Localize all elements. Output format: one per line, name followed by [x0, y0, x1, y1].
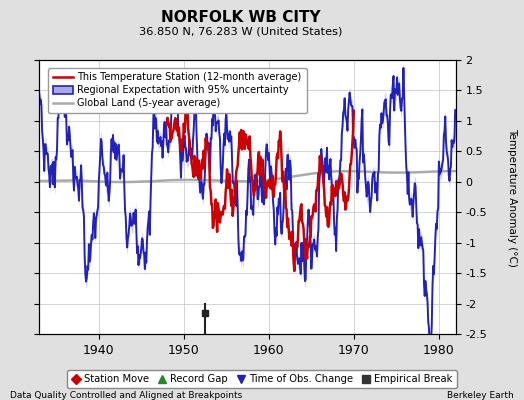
Text: Data Quality Controlled and Aligned at Breakpoints: Data Quality Controlled and Aligned at B… — [10, 390, 243, 400]
Y-axis label: Temperature Anomaly (°C): Temperature Anomaly (°C) — [507, 128, 517, 266]
Text: Berkeley Earth: Berkeley Earth — [447, 390, 514, 400]
Text: 36.850 N, 76.283 W (United States): 36.850 N, 76.283 W (United States) — [139, 26, 343, 36]
Text: NORFOLK WB CITY: NORFOLK WB CITY — [161, 10, 321, 25]
Legend: This Temperature Station (12-month average), Regional Expectation with 95% uncer: This Temperature Station (12-month avera… — [48, 68, 307, 113]
Legend: Station Move, Record Gap, Time of Obs. Change, Empirical Break: Station Move, Record Gap, Time of Obs. C… — [68, 370, 456, 388]
